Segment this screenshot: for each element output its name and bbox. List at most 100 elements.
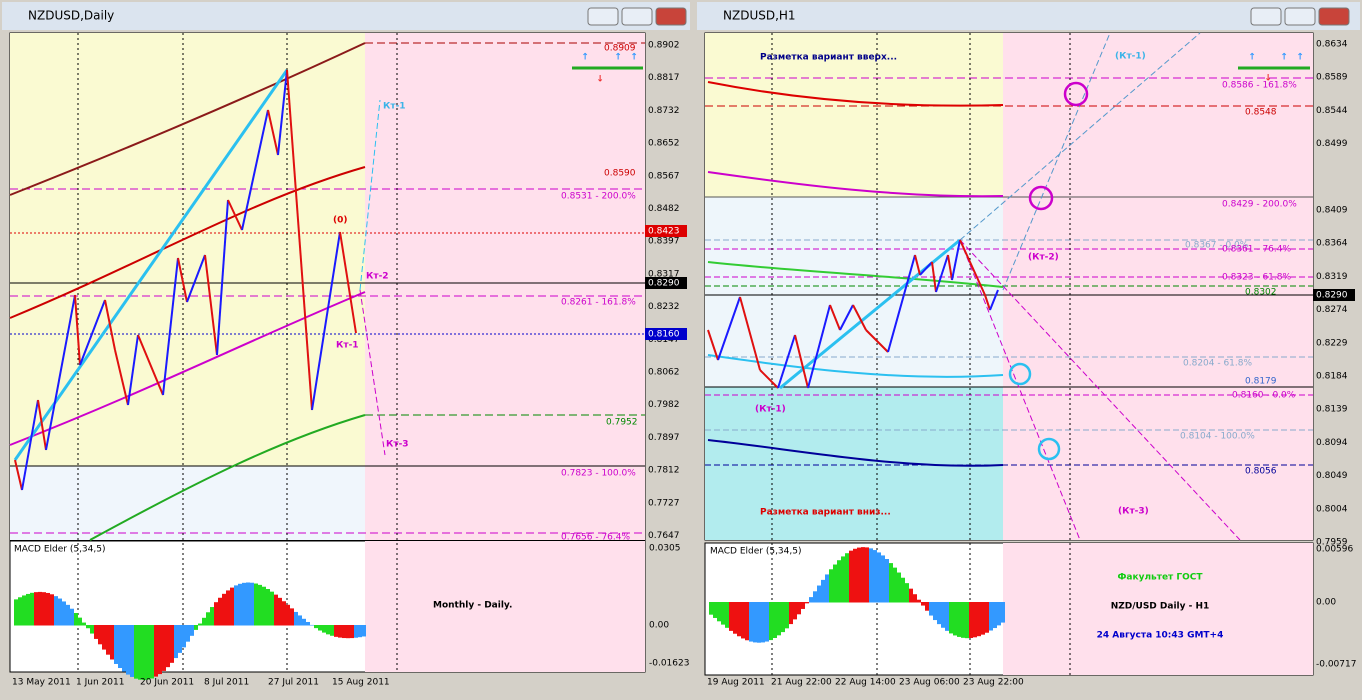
indicator-bar (797, 602, 801, 615)
indicator-bar (258, 584, 262, 626)
price-segment (21, 399, 39, 491)
price-marker (1313, 289, 1355, 301)
indicator-bar (893, 567, 897, 603)
indicator-axis-label: 0.00596 (1316, 545, 1353, 555)
indicator-bar (58, 598, 62, 626)
indicator-bar (126, 625, 130, 675)
indicator-bar (773, 602, 777, 638)
price-marker (645, 277, 687, 289)
arrow-icon: ↑ (1296, 53, 1304, 63)
price-label: 0.8634 (1316, 40, 1348, 50)
price-label: 0.8499 (1316, 139, 1348, 149)
indicator-bar (849, 550, 853, 603)
indicator-axis-label: 0.00 (1316, 598, 1336, 608)
indicator-bar (34, 592, 38, 626)
window-button[interactable] (655, 7, 687, 26)
indicator-bar (358, 625, 362, 638)
indicator-bar (953, 602, 957, 636)
price-label: 0.8139 (1316, 405, 1348, 415)
indicator-bar (50, 594, 54, 626)
annotation: (0) (333, 216, 348, 226)
price-segment (267, 109, 279, 156)
price-segment (277, 69, 288, 156)
indicator-bar (929, 602, 933, 616)
zone (365, 541, 645, 672)
window-button[interactable] (1318, 7, 1350, 26)
price-segment (241, 109, 269, 231)
indicator-bar (194, 625, 198, 630)
level-label: 0.8361 - 76.4% (1222, 245, 1291, 255)
indicator-bar (78, 617, 82, 626)
price-segment (931, 261, 937, 293)
indicator-bar (865, 547, 869, 603)
price-segment (707, 329, 719, 361)
indicator-bar (270, 591, 274, 626)
price-segment (127, 334, 139, 406)
price-label: 0.8544 (1316, 106, 1348, 116)
window-button[interactable] (587, 7, 619, 26)
window-button[interactable] (621, 7, 653, 26)
zone (705, 197, 1003, 387)
level-label: 0.8531 - 200.0% (561, 192, 636, 202)
indicator-bar (925, 602, 929, 611)
price-segment (74, 294, 81, 366)
indicator-bar (825, 574, 829, 603)
caption: NZD/USD Daily - H1 (1111, 602, 1210, 612)
indicator-bar (817, 585, 821, 603)
time-label: 19 Aug 2011 (707, 678, 765, 688)
indicator-bar (82, 622, 86, 626)
price-label: 0.8049 (1316, 471, 1348, 481)
indicator-bar (330, 625, 334, 636)
price-label: 0.8184 (1316, 372, 1348, 382)
indicator-bar (881, 555, 885, 603)
indicator-bar (62, 601, 66, 626)
indicator-bar (70, 608, 74, 626)
indicator-bar (997, 602, 1001, 626)
level-label: 0.8429 - 200.0% (1222, 200, 1297, 210)
arrow-icon: ↓ (1264, 74, 1272, 84)
caption: Monthly - Daily. (433, 601, 512, 611)
indicator-bar (294, 611, 298, 626)
time-label: 23 Aug 06:00 (899, 678, 960, 688)
indicator-bar (753, 602, 757, 643)
indicator-bar (861, 547, 865, 603)
level-label: 0.8548 (1245, 108, 1277, 118)
level-label: 0.7656 - 76.4% (561, 533, 630, 543)
arrow-icon: ↓ (596, 75, 604, 85)
price-segment (717, 296, 741, 361)
indicator-bar (857, 547, 861, 603)
indicator-bar (837, 560, 841, 603)
indicator-axis-label: 0.00 (649, 621, 669, 631)
indicator-bar (326, 625, 330, 635)
indicator-bar (74, 613, 78, 626)
indicator-bar (777, 602, 781, 636)
title-bar (697, 2, 1360, 30)
indicator-bar (198, 623, 202, 626)
indicator-bar (342, 625, 346, 639)
indicator-bar (869, 548, 873, 603)
indicator-bar (302, 618, 306, 626)
indicator-bar (853, 548, 857, 603)
price-segment (951, 239, 961, 281)
indicator-bar (873, 550, 877, 603)
price-segment (137, 334, 164, 396)
price-segment (914, 254, 921, 276)
indicator-bar (829, 569, 833, 603)
price-label: 0.8409 (1316, 206, 1348, 216)
zone (705, 33, 1003, 197)
window-button[interactable] (1284, 7, 1316, 26)
price-marker-label: 0.8290 (1316, 291, 1348, 301)
price-label: 0.8319 (1316, 272, 1348, 282)
price-marker-label: 0.8423 (648, 227, 680, 237)
price-segment (162, 257, 179, 396)
price-segment (739, 296, 761, 371)
arrow-icon: ↑ (630, 53, 638, 63)
window-button[interactable] (1250, 7, 1282, 26)
indicator-bar (102, 625, 106, 650)
indicator-bar (989, 602, 993, 631)
indicator-bar (813, 591, 817, 603)
price-segment (887, 254, 916, 353)
indicator-bar (346, 625, 350, 639)
indicator-bar (278, 597, 282, 626)
indicator-bar (969, 602, 973, 638)
